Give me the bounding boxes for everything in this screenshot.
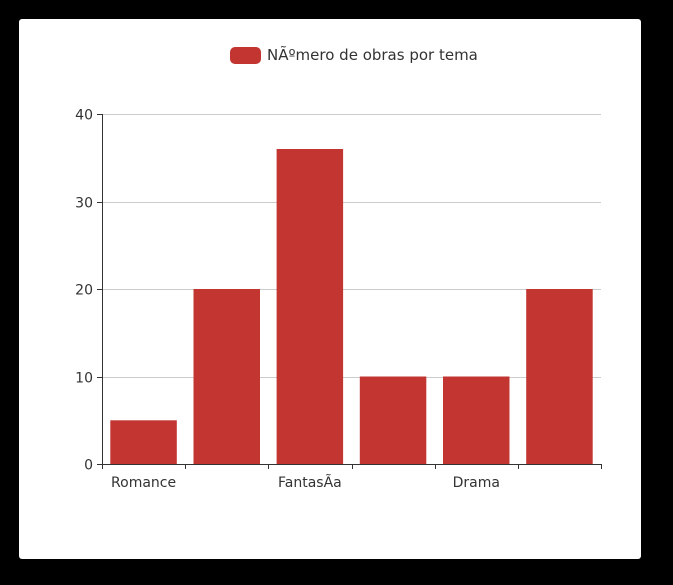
- y-tick-label: 10: [75, 371, 93, 387]
- x-tick-label: FantasÃa: [278, 474, 342, 491]
- y-tick-label: 30: [75, 196, 93, 212]
- legend-swatch: [230, 46, 261, 64]
- y-tick-label: 40: [75, 108, 93, 124]
- y-tick-label: 20: [75, 283, 93, 299]
- bar-chart: 0 10 20 30 40 Romance FantasÃa Drama: [75, 108, 602, 492]
- bars: [110, 149, 593, 465]
- grid-lines: [102, 114, 601, 378]
- y-tick-label: 0: [84, 458, 93, 474]
- legend-label: NÃºmero de obras por tema: [267, 46, 478, 64]
- axes: [97, 114, 602, 469]
- legend[interactable]: NÃºmero de obras por tema: [230, 45, 478, 65]
- bar-1: [193, 289, 260, 464]
- bar-0: [110, 420, 177, 465]
- bar-4: [443, 376, 510, 464]
- x-tick-label: Drama: [453, 475, 500, 491]
- bar-5: [526, 289, 593, 464]
- bar-3: [359, 376, 427, 464]
- x-tick-label: Romance: [111, 475, 176, 491]
- axis-labels: 0 10 20 30 40 Romance FantasÃa Drama: [75, 108, 500, 492]
- bar-2: [276, 149, 344, 464]
- chart-card: NÃºmero de obras por tema 0 10 20 30 40 Roman…: [19, 19, 641, 559]
